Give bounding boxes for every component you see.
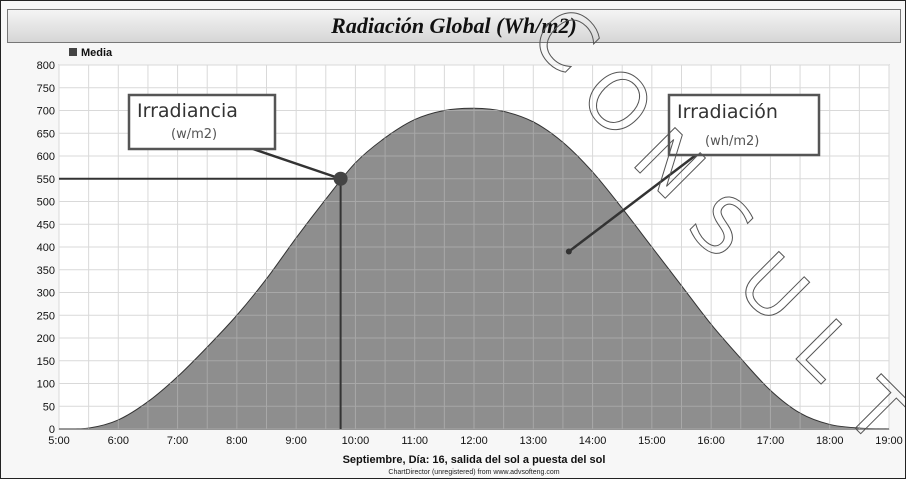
y-tick-label: 600 [37,151,55,163]
x-tick-label: 17:00 [757,435,785,447]
x-tick-label: 10:00 [342,435,370,447]
irradiancia-point [333,171,348,186]
y-tick-label: 500 [37,197,55,209]
y-tick-label: 150 [37,356,55,368]
y-tick-label: 300 [37,288,55,300]
x-tick-label: 11:00 [401,435,428,447]
annotation-irradiacion: Irradiación (wh/m2) [565,93,821,255]
y-tick-label: 50 [43,401,55,413]
x-tick-label: 16:00 [697,435,725,447]
irradiacion-title: Irradiación [677,101,778,123]
legend-label-media: Media [81,47,113,59]
x-tick-label: 8:00 [226,435,247,447]
chart-title: Radiación Global (Wh/m2) [331,13,577,38]
x-tick-label: 5:00 [48,435,69,447]
x-tick-label: 15:00 [638,435,666,447]
y-tick-label: 450 [37,219,55,231]
annotation-irradiancia: Irradiancia (w/m2) [59,93,348,429]
x-tick-label: 14:00 [579,435,607,447]
irradiancia-box [127,93,277,151]
y-tick-label: 100 [37,379,55,391]
y-tick-label: 750 [37,83,55,95]
x-axis-label: Septiembre, Día: 16, salida del sol a pu… [343,454,606,466]
y-tick-label: 650 [37,128,55,140]
legend-swatch-media [69,48,77,56]
x-tick-label: 9:00 [285,435,306,447]
y-tick-label: 550 [37,174,55,186]
x-tick-label: 19:00 [875,435,903,447]
x-tick-label: 13:00 [520,435,548,447]
irradiacion-unit: (wh/m2) [705,134,759,149]
irradiacion-point [565,248,572,255]
x-tick-label: 6:00 [108,435,129,447]
y-tick-label: 250 [37,310,55,322]
chart-title-bar: Radiación Global (Wh/m2) [7,9,901,43]
y-axis-ticks: 0 50 100 150 200 250 300 350 400 450 500 550 600 650 7… [37,60,55,436]
x-tick-label: 7:00 [167,435,188,447]
y-tick-label: 800 [37,60,55,72]
irradiancia-pointer [252,147,342,180]
irradiancia-title: Irradiancia [137,100,238,122]
chart-credit: ChartDirector (unregistered) from www.ad… [388,469,559,476]
y-tick-label: 0 [49,424,55,436]
x-tick-label: 12:00 [460,435,488,447]
x-axis-ticks: 5:00 6:00 7:00 8:00 9:00 10:00 11:00 12:00 13:00… [48,435,902,447]
y-tick-label: 350 [37,265,55,277]
irradiacion-box [667,93,821,157]
irradiancia-unit: (w/m2) [171,127,217,142]
y-tick-label: 700 [37,106,55,118]
irradiacion-pointer [568,154,697,253]
x-tick-label: 18:00 [816,435,844,447]
y-tick-label: 200 [37,333,55,345]
y-tick-label: 400 [37,242,55,254]
